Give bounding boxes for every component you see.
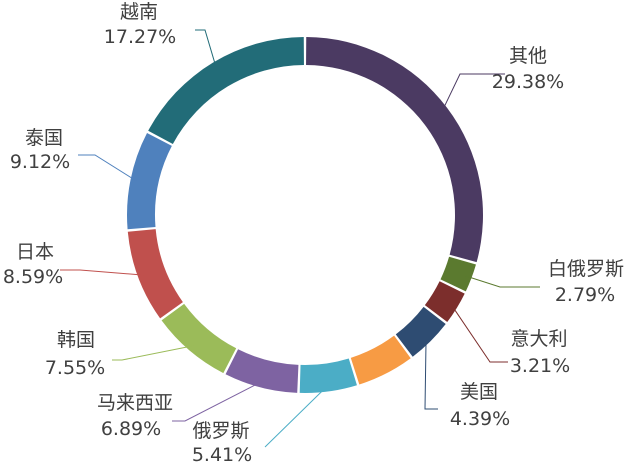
slice: [161, 303, 237, 374]
leader-line: [195, 29, 217, 68]
slice: [299, 358, 357, 393]
slice-label-name: 马来西亚: [97, 392, 173, 414]
slice-label-percent: 3.21%: [510, 355, 570, 377]
slice: [127, 229, 183, 319]
leader-lines-group: [60, 29, 540, 448]
slice-label-name: 美国: [460, 381, 498, 403]
slice: [350, 335, 411, 385]
leader-line: [60, 269, 144, 276]
slice-label-percent: 8.59%: [3, 266, 63, 288]
slice-label-percent: 9.12%: [10, 151, 70, 173]
slices-group: [127, 37, 483, 393]
slice: [148, 37, 304, 145]
leader-line: [78, 154, 137, 182]
slice-label-percent: 7.55%: [45, 357, 105, 379]
slice-label-percent: 4.39%: [450, 408, 510, 430]
leader-line: [451, 304, 508, 363]
slice-label-name: 俄罗斯: [192, 420, 249, 442]
slice-label-name: 白俄罗斯: [548, 258, 624, 280]
leader-line: [465, 275, 540, 288]
slice-label-percent: 17.27%: [104, 26, 176, 48]
slice-label-name: 越南: [120, 1, 158, 23]
slice: [225, 349, 299, 393]
slice-label-name: 意大利: [510, 328, 567, 350]
slice: [395, 306, 446, 357]
leader-line: [264, 385, 329, 448]
leader-line: [112, 345, 194, 361]
slice-label-percent: 29.38%: [492, 71, 564, 93]
slice: [127, 132, 172, 230]
leader-line: [424, 337, 438, 410]
slice-label-name: 其他: [509, 45, 547, 67]
slice-label-percent: 2.79%: [555, 284, 615, 306]
slice-label-percent: 5.41%: [192, 444, 252, 464]
slice-label-name: 日本: [16, 241, 54, 263]
slice: [306, 37, 483, 263]
slice-label-percent: 6.89%: [101, 418, 161, 440]
leader-line: [441, 73, 505, 112]
labels-group: 其他 29.38% 白俄罗斯 2.79% 意大利 3.21% 美国 4.39% 俄罗斯5.41%…: [3, 1, 624, 464]
slice: [440, 256, 476, 292]
slice-label-name: 韩国: [57, 329, 95, 351]
slice-label-name: 泰国: [25, 127, 63, 149]
leader-line: [172, 381, 263, 422]
slice: [424, 281, 465, 323]
